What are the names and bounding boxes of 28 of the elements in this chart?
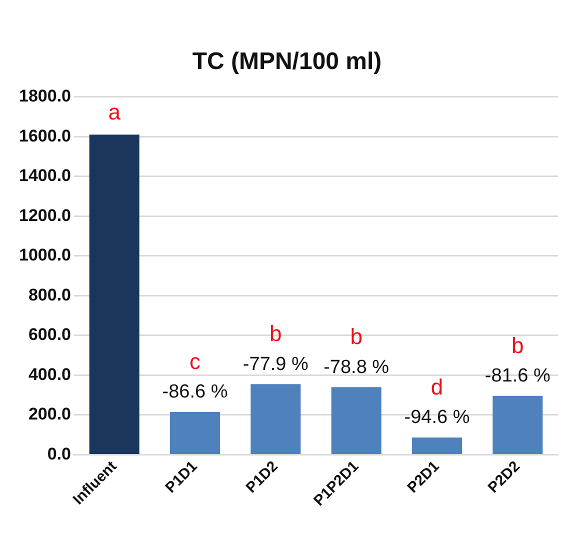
annotation: -78.8 % [324, 356, 390, 378]
annotation: d [430, 374, 444, 400]
bar [89, 134, 140, 454]
annotation: -77.9 % [242, 354, 309, 375]
annotation: c [189, 349, 200, 374]
y-tick-label: 0.0 [47, 444, 71, 464]
bar [170, 412, 220, 454]
y-tick-label: 200.0 [28, 404, 71, 424]
y-tick-label: 400.0 [28, 364, 71, 384]
annotation: -81.6 % [484, 366, 551, 387]
annotation: b [350, 324, 362, 350]
bar [412, 437, 462, 454]
y-tick-label: 1000.0 [18, 246, 71, 265]
y-tick-label: 600.0 [28, 325, 71, 344]
y-tick-label: 1600.0 [18, 126, 71, 146]
chart-title: TC (MPN/100 ml) [192, 48, 382, 76]
annotation: a [108, 100, 122, 125]
annotation: -94.6 % [404, 407, 470, 428]
y-tick-label: 1200.0 [18, 206, 71, 225]
y-tick-label: 1800.0 [18, 86, 71, 106]
bar [492, 396, 543, 454]
bar [331, 387, 382, 454]
annotation: -86.6 % [162, 382, 228, 403]
annotation: b [512, 332, 524, 358]
annotation: b [270, 321, 282, 346]
y-tick-label: 1400.0 [18, 166, 71, 186]
bar [250, 384, 301, 454]
y-tick-label: 800.0 [28, 285, 71, 304]
